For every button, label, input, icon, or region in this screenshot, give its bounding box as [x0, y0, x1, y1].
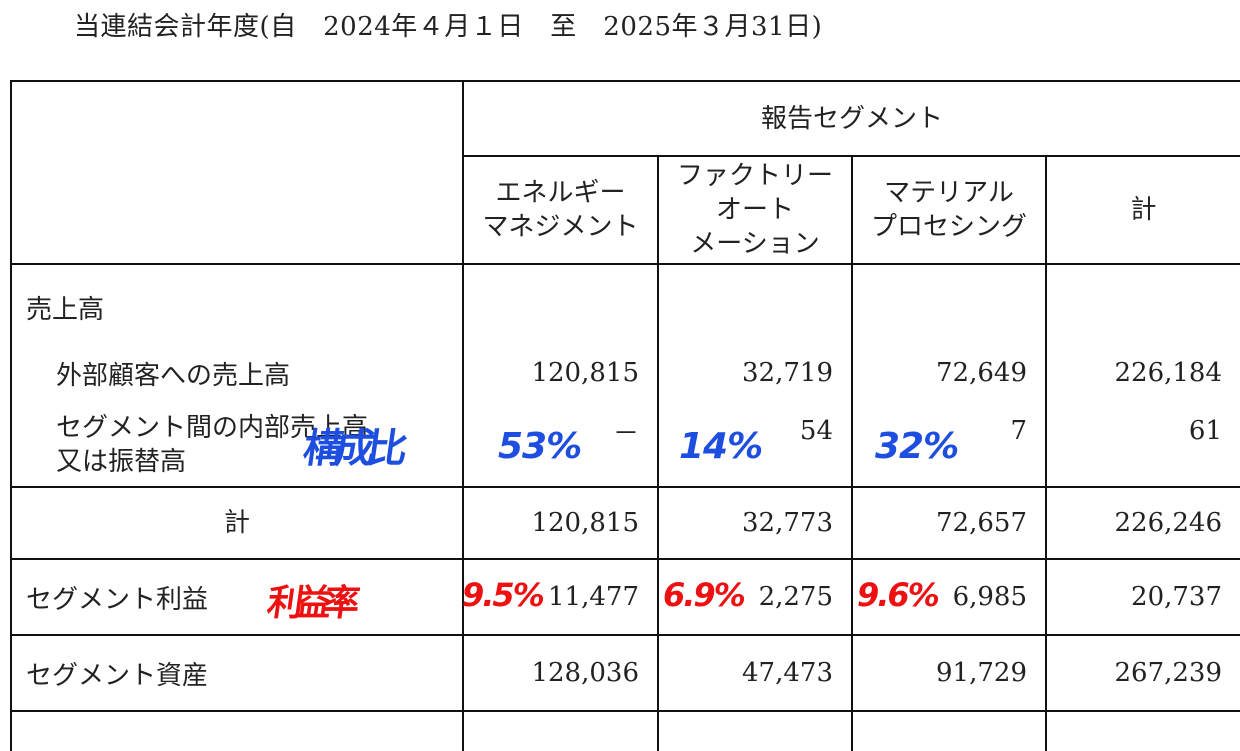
profit-margin-energy: 9.5% [462, 576, 545, 614]
external-sales-value: 120,815 [462, 342, 659, 404]
segment-profit-value: 6.9% 2,275 [657, 558, 853, 636]
segment-profit-value-text: 11,477 [548, 582, 639, 612]
header-blank-cell [10, 80, 464, 264]
row-external-sales: 外部顧客への売上高 120,815 32,719 72,649 226,184 [10, 342, 1240, 404]
sales-heading-label: 売上高 [10, 263, 464, 342]
col-header-material-l2: プロセシング [870, 212, 1027, 242]
composition-ratio-energy: 53% [498, 426, 582, 467]
col-header-material: マテリアル プロセシング [851, 155, 1047, 265]
segment-profit-label: セグメント利益 利益率 [10, 558, 464, 636]
segment-profit-value-text: 2,275 [758, 582, 833, 612]
profit-margin-annotation: 利益率 [264, 583, 355, 624]
total-value: 120,815 [462, 486, 659, 560]
segment-assets-label: セグメント資産 [10, 634, 464, 712]
segment-assets-value: 91,729 [851, 634, 1047, 712]
total-value: 72,657 [851, 486, 1047, 560]
segment-profit-label-text: セグメント利益 [26, 584, 209, 615]
row-next-partial [10, 710, 1240, 751]
external-sales-label: 外部顧客への売上高 [10, 342, 464, 404]
intersegment-value-text: 54 [799, 416, 833, 446]
intersegment-value: 53% － [462, 404, 659, 488]
col-header-energy-l2: マネジメント [482, 212, 639, 242]
row-segment-profit: セグメント利益 利益率 9.5% 11,477 6.9% 2,275 9.6% … [10, 558, 1240, 636]
profit-margin-factory: 6.9% [663, 576, 746, 614]
intersegment-value: 32% 7 [851, 404, 1047, 488]
col-header-energy-l1: エネルギー [495, 178, 626, 208]
segment-profit-value: 9.6% 6,985 [851, 558, 1047, 636]
segment-assets-value: 128,036 [462, 634, 659, 712]
profit-margin-material: 9.6% [857, 576, 940, 614]
segment-profit-value: 9.5% 11,477 [462, 558, 659, 636]
intersegment-value-text: － [612, 418, 639, 449]
segment-profit-value-text: 6,985 [952, 582, 1027, 612]
row-total: 計 120,815 32,773 72,657 226,246 [10, 486, 1240, 560]
header-row-group: 報告セグメント [10, 80, 1240, 264]
total-value: 32,773 [657, 486, 853, 560]
col-header-material-l1: マテリアル [884, 178, 1014, 208]
col-header-factory-l1: ファクトリー [676, 161, 833, 191]
reporting-segment-header: 報告セグメント [461, 80, 1240, 157]
intersegment-label: セグメント間の内部売上高 又は振替高 構成比 [10, 404, 464, 488]
intersegment-label-l2: 又は振替高 [56, 447, 187, 477]
row-sales-heading: 売上高 [10, 263, 1240, 342]
row-segment-assets: セグメント資産 128,036 47,473 91,729 267,239 [10, 634, 1240, 712]
external-sales-value: 32,719 [657, 342, 853, 404]
external-sales-value: 226,184 [1044, 342, 1240, 404]
header-row-columns: エネルギー マネジメント ファクトリー オート メーション マテリアル プロセシ… [11, 155, 1240, 265]
intersegment-value: 61 [1044, 404, 1240, 488]
intersegment-value-text: 61 [1188, 416, 1223, 446]
segment-assets-value: 267,239 [1044, 634, 1240, 712]
composition-ratio-material: 32% [875, 426, 959, 467]
col-header-factory-l2: オート [715, 195, 794, 225]
row-intersegment: セグメント間の内部売上高 又は振替高 構成比 53% － 14% 54 32% … [10, 404, 1240, 488]
composition-ratio-annotation: 構成比 [300, 426, 403, 472]
segment-profit-value: 20,737 [1044, 558, 1240, 636]
total-value: 226,246 [1044, 486, 1240, 560]
external-sales-value: 72,649 [851, 342, 1047, 404]
col-header-energy: エネルギー マネジメント [462, 155, 659, 265]
col-header-total: 計 [1044, 155, 1240, 265]
segment-table: 報告セグメント エネルギー マネジメント ファクトリー オート メーション マテ… [10, 80, 1240, 751]
intersegment-label-l1: セグメント間の内部売上高 [56, 413, 369, 443]
segment-assets-value: 47,473 [657, 634, 853, 712]
composition-ratio-factory: 14% [679, 426, 763, 467]
intersegment-value: 14% 54 [657, 404, 853, 488]
col-header-factory: ファクトリー オート メーション [657, 155, 853, 265]
period-title: 当連結会計年度(自 2024年４月１日 至 2025年３月31日) [74, 12, 823, 42]
intersegment-value-text: 7 [1010, 416, 1027, 446]
col-header-factory-l3: メーション [690, 229, 820, 259]
total-label: 計 [10, 486, 464, 560]
